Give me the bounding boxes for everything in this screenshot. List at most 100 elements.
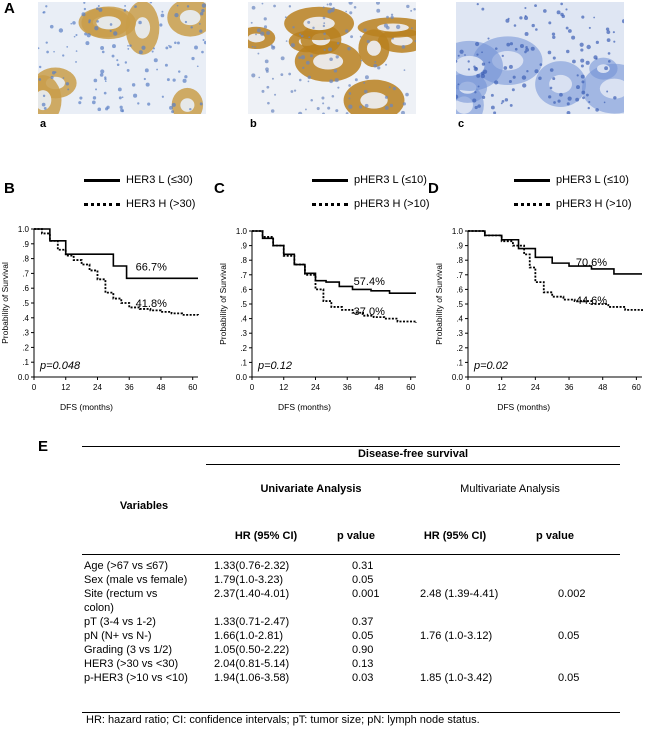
- nucleus: [151, 50, 154, 53]
- nucleus: [525, 47, 530, 52]
- nucleus: [521, 75, 527, 80]
- nucleus: [494, 80, 499, 85]
- nucleus: [565, 26, 569, 30]
- nucleus: [174, 41, 177, 45]
- table-header-rule: [82, 554, 620, 555]
- nucleus: [477, 85, 480, 88]
- nucleus: [490, 105, 495, 110]
- nucleus: [97, 107, 102, 112]
- table-row: colon): [82, 601, 620, 615]
- x-tick-label: 60: [632, 383, 641, 392]
- nucleus: [581, 90, 586, 95]
- nucleus: [38, 78, 42, 81]
- nucleus: [251, 73, 256, 78]
- y-tick-label: .8: [22, 255, 29, 264]
- nucleus: [93, 78, 98, 83]
- nucleus: [350, 35, 354, 39]
- nucleus: [305, 60, 310, 65]
- gland-lumen: [377, 23, 409, 32]
- x-axis-label: DFS (months): [60, 402, 113, 412]
- nucleus: [118, 96, 122, 100]
- nucleus: [261, 89, 265, 93]
- nucleus: [298, 111, 303, 114]
- x-tick-label: 60: [406, 383, 415, 392]
- table-cell-multi-p: 0.05: [558, 672, 580, 684]
- x-axis-label: DFS (months): [278, 402, 331, 412]
- x-tick-label: 0: [466, 383, 471, 392]
- nucleus: [79, 96, 83, 100]
- table-group-header: Disease-free survival: [357, 448, 469, 460]
- nucleus: [290, 43, 295, 48]
- nucleus: [322, 6, 325, 9]
- nucleus: [551, 32, 556, 36]
- nucleus: [514, 47, 518, 51]
- nucleus: [83, 2, 86, 4]
- nucleus: [494, 47, 498, 50]
- series-line-low: [34, 228, 198, 280]
- nucleus: [124, 61, 128, 64]
- nucleus: [271, 45, 276, 50]
- nucleus: [263, 17, 267, 21]
- nucleus: [402, 102, 406, 106]
- nucleus: [176, 4, 179, 7]
- nucleus: [81, 12, 86, 17]
- nucleus: [464, 54, 466, 56]
- table-cell-multi-p: [520, 615, 620, 629]
- x-tick-label: 60: [188, 383, 197, 392]
- nucleus: [509, 103, 513, 107]
- nucleus: [375, 2, 380, 5]
- nucleus: [526, 70, 529, 73]
- y-tick-label: .2: [22, 343, 29, 352]
- nucleus: [553, 101, 556, 104]
- nucleus: [75, 50, 78, 52]
- nucleus: [322, 112, 325, 114]
- nucleus: [178, 70, 181, 73]
- nucleus: [354, 78, 358, 82]
- nucleus: [129, 44, 132, 47]
- nucleus: [323, 22, 326, 25]
- nucleus: [112, 44, 116, 49]
- nucleus: [547, 50, 552, 55]
- y-tick-label: .8: [240, 256, 247, 265]
- end-label: 37.0%: [354, 306, 385, 318]
- nucleus: [390, 15, 394, 20]
- nucleus: [557, 99, 561, 103]
- table-cell-variable: Grading (3 vs 1/2): [84, 644, 173, 656]
- nucleus: [144, 68, 149, 73]
- nucleus: [513, 24, 517, 27]
- nucleus: [99, 73, 104, 77]
- table-cell-multi-p: [520, 573, 620, 587]
- nucleus: [201, 8, 205, 13]
- nucleus: [582, 96, 585, 100]
- table-cell-uni-hr: 1.33(0.76-2.32): [214, 560, 290, 572]
- nucleus: [161, 95, 164, 98]
- nucleus: [165, 46, 169, 50]
- y-tick-label: .7: [240, 271, 247, 280]
- nucleus: [612, 31, 615, 34]
- nucleus: [302, 66, 305, 70]
- y-tick-label: .1: [22, 358, 29, 367]
- nucleus: [481, 7, 485, 11]
- nucleus: [348, 84, 351, 87]
- nucleus: [524, 6, 527, 10]
- nucleus: [292, 26, 295, 29]
- table-cell-multi-p: 0.002: [558, 588, 586, 600]
- table-row: Grading (3 vs 1/2) 1.05(0.50-2.22) 0.90: [82, 643, 620, 657]
- nucleus: [456, 60, 458, 63]
- nucleus: [524, 31, 529, 36]
- nucleus: [490, 93, 494, 97]
- y-tick-label: 1.0: [18, 225, 30, 234]
- table-cell-multi-hr: [398, 559, 520, 573]
- y-tick-label: .4: [22, 314, 29, 323]
- nucleus: [260, 31, 265, 36]
- y-tick-label: .3: [22, 329, 29, 338]
- nucleus: [410, 27, 413, 30]
- nucleus: [364, 75, 369, 80]
- nucleus: [264, 59, 269, 64]
- nucleus: [385, 63, 388, 66]
- nucleus: [534, 69, 539, 74]
- nucleus: [307, 75, 312, 80]
- nucleus: [508, 79, 512, 84]
- nucleus: [401, 110, 405, 114]
- nucleus: [169, 45, 172, 49]
